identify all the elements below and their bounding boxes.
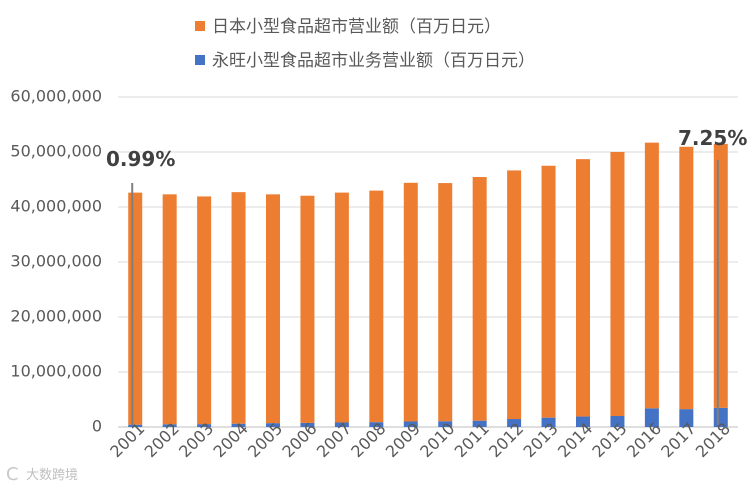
bar-segment — [334, 192, 349, 423]
bar-segment — [472, 420, 487, 427]
y-tick-label: 60,000,000 — [10, 87, 102, 106]
bar-segment — [128, 424, 143, 427]
bar-segment — [644, 408, 659, 427]
bar-segment — [369, 190, 384, 423]
bar-segment — [472, 177, 487, 421]
watermark: C 大数跨境 — [6, 464, 78, 485]
legend-swatch-aeon-sales — [195, 55, 205, 65]
bar-segment — [679, 409, 694, 427]
bar-segment — [197, 424, 212, 427]
bar-segment — [334, 422, 349, 427]
bar-segment — [541, 165, 556, 418]
legend: 日本小型食品超市营业额（百万日元） 永旺小型食品超市业务营业额（百万日元） — [195, 17, 535, 71]
bar-segment — [438, 421, 453, 427]
annotations: 0.99% 7.25% — [106, 126, 747, 425]
bar-segment — [197, 196, 212, 425]
y-tick-label: 30,000,000 — [10, 252, 102, 271]
bar-segment — [507, 419, 522, 427]
bar-segment — [231, 192, 246, 424]
y-tick-label: 10,000,000 — [10, 362, 102, 381]
bar-segment — [610, 416, 625, 427]
bar-segment — [162, 194, 177, 425]
bar-segment — [679, 146, 694, 410]
bar-segment — [576, 416, 590, 427]
bar-segment — [162, 424, 177, 427]
bar-segment — [300, 195, 315, 423]
bars — [128, 142, 728, 427]
bar-segment — [128, 192, 143, 425]
bar-segment — [507, 170, 522, 420]
bar-segment — [576, 159, 590, 417]
x-axis-tick-labels: 2001200220032004200520062007200820092010… — [106, 419, 734, 461]
y-tick-label: 0 — [92, 417, 102, 436]
bar-segment — [644, 142, 659, 409]
y-tick-label: 50,000,000 — [10, 142, 102, 161]
annotation-label: 0.99% — [106, 147, 175, 171]
gridlines — [118, 96, 738, 428]
bar-segment — [369, 422, 384, 427]
y-axis-tick-labels: 0 10,000,000 20,000,000 30,000,000 40,000,00… — [10, 87, 102, 436]
watermark-text: 大数跨境 — [26, 468, 78, 483]
bar-segment — [266, 194, 280, 424]
y-tick-label: 20,000,000 — [10, 307, 102, 326]
legend-label-aeon-sales: 永旺小型食品超市业务营业额（百万日元） — [212, 51, 535, 71]
y-tick-label: 40,000,000 — [10, 197, 102, 216]
bar-segment — [403, 182, 418, 422]
bar-segment — [713, 143, 728, 408]
bar-segment — [610, 152, 625, 416]
bar-segment — [231, 423, 246, 427]
annotation-label: 7.25% — [678, 126, 747, 150]
legend-swatch-japan-sales — [195, 21, 205, 31]
bar-segment — [403, 421, 418, 427]
watermark-logo-icon: C — [6, 464, 19, 485]
bar-segment — [541, 417, 556, 427]
legend-label-japan-sales: 日本小型食品超市营业额（百万日元） — [212, 17, 501, 37]
bar-segment — [266, 423, 280, 427]
bar-segment — [300, 422, 315, 427]
bar-segment — [438, 183, 453, 422]
